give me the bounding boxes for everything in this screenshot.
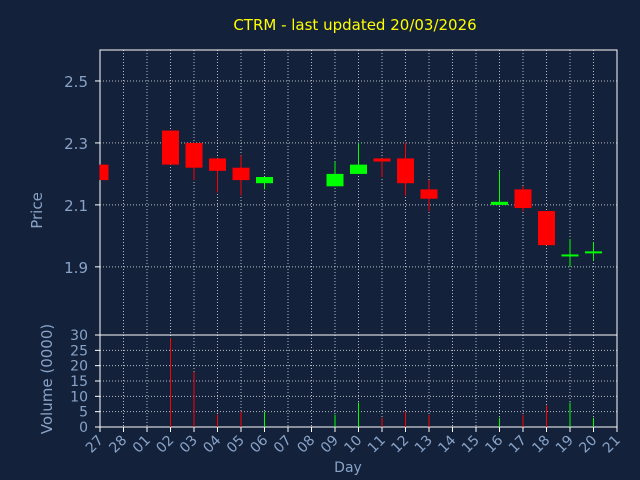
candle-body [491,201,508,205]
candle-body [232,167,250,181]
x-axis-label: Day [334,460,362,476]
day-tick-label: 17 [506,433,530,457]
candle-body [397,158,414,184]
day-tick-label: 28 [106,433,130,457]
volume-tick-label: 15 [70,374,88,390]
day-tick-label: 19 [553,433,577,457]
day-tick-label: 13 [412,433,436,457]
day-tick-label: 03 [177,433,201,457]
price-axis-label: Price [28,192,46,229]
day-tick-label: 15 [459,433,483,457]
volume-tick-label: 0 [79,420,88,436]
candle-body [420,189,438,199]
day-tick-label: 04 [200,432,224,456]
candle-body [256,177,273,184]
volume-axis-label: Volume (0000) [38,324,56,434]
price-tick-label: 2.1 [64,197,88,215]
volume-tick-label: 5 [79,405,88,421]
candle-body [561,254,579,257]
candle-body [373,158,391,162]
day-tick-label: 16 [482,432,506,456]
day-tick-label: 11 [365,433,389,457]
day-tick-label: 12 [388,433,412,457]
volume-tick-label: 25 [70,343,88,359]
candle-body [514,189,532,208]
day-tick-label: 27 [83,433,107,457]
candle-body [100,164,109,181]
day-tick-label: 18 [529,433,553,457]
candle-body [538,211,555,246]
day-tick-label: 09 [318,433,342,457]
price-tick-label: 1.9 [64,259,88,277]
day-tick-label: 08 [294,433,318,457]
volume-tick-label: 30 [70,328,88,344]
candle-body [209,158,226,171]
candle-layer [99,130,602,267]
day-tick-label: 07 [271,433,295,457]
chart-title: CTRM - last updated 20/03/2026 [233,16,476,34]
day-tick-label: 06 [247,432,271,456]
candle-body [585,251,602,254]
candle-body [350,164,367,174]
volume-layer [170,338,594,427]
day-tick-label: 01 [130,433,154,457]
volume-tick-label: 10 [70,389,88,405]
day-tick-label: 14 [435,432,459,456]
volume-tick-label: 20 [70,359,88,375]
price-tick-label: 2.5 [64,73,88,91]
day-tick-label: 21 [600,433,624,457]
candle-body [162,130,179,165]
candle-body [326,173,344,187]
day-tick-label: 20 [576,433,600,457]
day-tick-label: 10 [341,433,365,457]
candle-body [185,142,203,168]
day-tick-label: 02 [153,433,177,457]
day-tick-label: 05 [224,433,248,457]
price-tick-label: 2.3 [64,135,88,153]
